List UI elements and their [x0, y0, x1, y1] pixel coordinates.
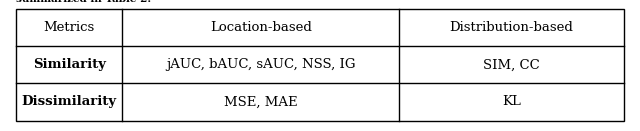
- Text: Metrics: Metrics: [44, 21, 95, 34]
- Text: MSE, MAE: MSE, MAE: [224, 95, 298, 108]
- Text: Similarity: Similarity: [33, 58, 106, 71]
- Text: summarized in Table 2.: summarized in Table 2.: [16, 0, 151, 4]
- Text: Distribution-based: Distribution-based: [449, 21, 573, 34]
- Text: KL: KL: [502, 95, 521, 108]
- Bar: [16, 9, 624, 121]
- Text: SIM, CC: SIM, CC: [483, 58, 540, 71]
- Text: jAUC, bAUC, sAUC, NSS, IG: jAUC, bAUC, sAUC, NSS, IG: [166, 58, 355, 71]
- Text: Location-based: Location-based: [210, 21, 312, 34]
- Text: Dissimilarity: Dissimilarity: [22, 95, 116, 108]
